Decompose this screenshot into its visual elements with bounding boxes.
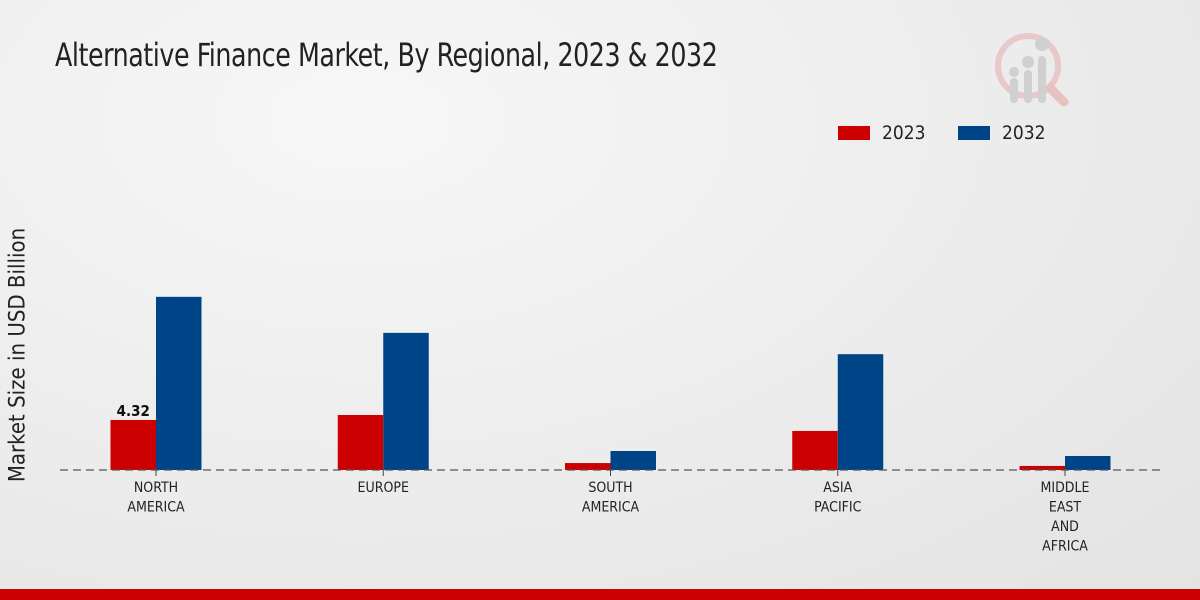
bar-2032-2 [610, 451, 656, 470]
bar-2023-3 [792, 430, 838, 470]
bar-2032-3 [837, 354, 884, 470]
legend-item-2032: 2032 [958, 122, 1046, 144]
x-tick-label: PACIFIC [814, 500, 862, 516]
bar-2032-4 [1065, 455, 1111, 470]
legend-label: 2023 [882, 122, 926, 144]
chart-title: Alternative Finance Market, By Regional,… [55, 36, 718, 74]
bar-2023-4 [1019, 465, 1065, 470]
x-tick-label: NORTH [134, 480, 178, 496]
x-tick-label: AND [1051, 519, 1079, 535]
x-tick-label: SOUTH [588, 480, 632, 496]
x-tick-label: AMERICA [127, 500, 185, 516]
x-tick-label: ASIA [823, 480, 852, 496]
bar-2032-1 [383, 332, 429, 470]
bar-2023-1 [337, 414, 384, 470]
x-tick-label: EUROPE [358, 480, 409, 496]
bar-2032-0 [156, 296, 202, 470]
legend-swatch [958, 126, 990, 140]
x-tick-label: AMERICA [582, 500, 640, 516]
legend-swatch [838, 126, 870, 140]
x-tick-label: AFRICA [1042, 539, 1088, 555]
x-tick-label: MIDDLE [1041, 480, 1090, 496]
data-label: 4.32 [117, 402, 150, 420]
x-tick-label: EAST [1049, 500, 1082, 516]
bar-2023-2 [565, 463, 611, 470]
legend-item-2023: 2023 [838, 122, 926, 144]
bar-2023-0 [110, 419, 156, 470]
legend-label: 2032 [1002, 122, 1046, 144]
bottom-accent-bar [0, 589, 1200, 600]
